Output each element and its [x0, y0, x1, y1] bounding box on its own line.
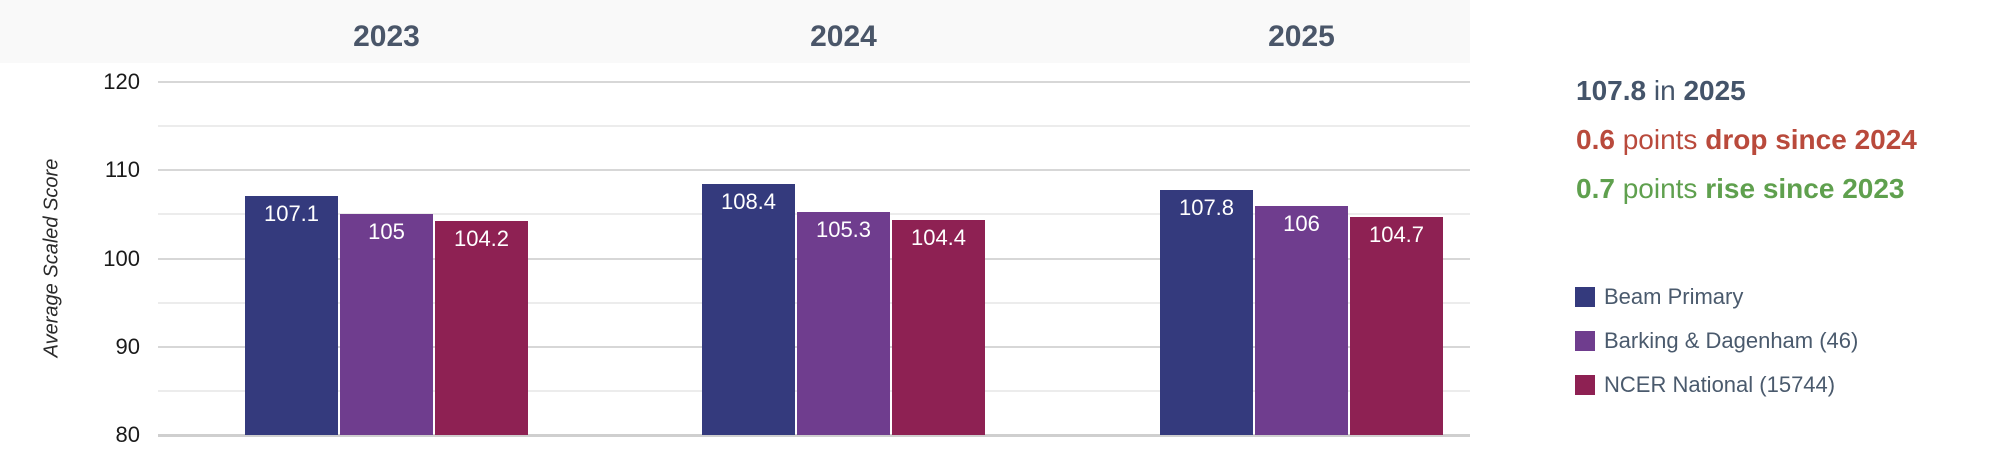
summary-headline: 107.8 in 2025: [1576, 66, 1917, 115]
drop-description: drop since 2024: [1705, 124, 1917, 155]
legend-label: Barking & Dagenham (46): [1604, 328, 1859, 353]
bar: 107.8: [1160, 189, 1253, 435]
drop-value: 0.6: [1576, 124, 1615, 155]
gridline: [158, 434, 1470, 437]
legend-swatch: [1575, 287, 1595, 307]
rise-unit-word: points: [1622, 173, 1698, 204]
headline-year: 2025: [1683, 75, 1746, 106]
bar-value-label: 105.3: [815, 216, 872, 242]
gridline: [158, 81, 1470, 83]
bar-value-label: 104.2: [453, 226, 510, 252]
legend-item: Barking & Dagenham (46): [1575, 328, 1859, 353]
bar-value-label: 107.1: [263, 200, 320, 226]
gridline: [158, 125, 1470, 128]
year-group-label: 2023: [353, 20, 420, 53]
bar-value-label: 108.4: [720, 189, 777, 215]
year-header-band: [0, 0, 1470, 63]
summary-change-rise: 0.7 points rise since 2023: [1576, 164, 1917, 213]
bar: 107.1: [245, 195, 338, 435]
legend-item: Beam Primary: [1575, 284, 1858, 309]
legend-label: Beam Primary: [1604, 284, 1744, 309]
summary-change-drop: 0.6 points drop since 2024: [1576, 115, 1917, 164]
rise-value: 0.7: [1576, 173, 1615, 204]
headline-value: 107.8: [1576, 75, 1647, 106]
bar: 104.4: [892, 219, 985, 435]
drop-unit-word: points: [1622, 124, 1698, 155]
headline-connector: in: [1653, 75, 1676, 106]
bar: 106: [1255, 205, 1348, 435]
year-group-label: 2025: [1268, 20, 1335, 53]
legend-label: NCER National (15744): [1604, 372, 1836, 397]
legend-swatch: [1575, 331, 1595, 351]
bar: 104.2: [435, 221, 528, 435]
rise-description: rise since 2023: [1705, 173, 1905, 204]
bar-value-label: 104.7: [1368, 222, 1425, 248]
y-tick-label: 100: [103, 245, 140, 271]
bar: 105.3: [797, 211, 890, 435]
bar-value-label: 104.4: [910, 224, 967, 250]
bar: 108.4: [702, 184, 795, 435]
bar-value-label: 106: [1283, 210, 1320, 236]
y-tick-label: 110: [104, 157, 140, 183]
y-tick-label: 120: [103, 69, 140, 94]
legend-item: NCER National (15744): [1575, 372, 1858, 397]
y-tick-label: 80: [115, 422, 140, 447]
legend-swatch: [1575, 375, 1595, 395]
y-tick-label: 90: [115, 333, 140, 359]
bar-value-label: 105: [368, 219, 405, 245]
bar-value-label: 107.8: [1178, 194, 1235, 220]
year-group-label: 2024: [810, 20, 877, 53]
bar: 104.7: [1350, 217, 1443, 435]
bar: 105: [340, 214, 433, 435]
gridline: [158, 169, 1470, 172]
summary-panel: 107.8 in 2025 0.6 points drop since 2024…: [1576, 66, 1917, 213]
chart-legend: Beam Primary Barking & Dagenham (46) NCER …: [1575, 284, 1859, 418]
